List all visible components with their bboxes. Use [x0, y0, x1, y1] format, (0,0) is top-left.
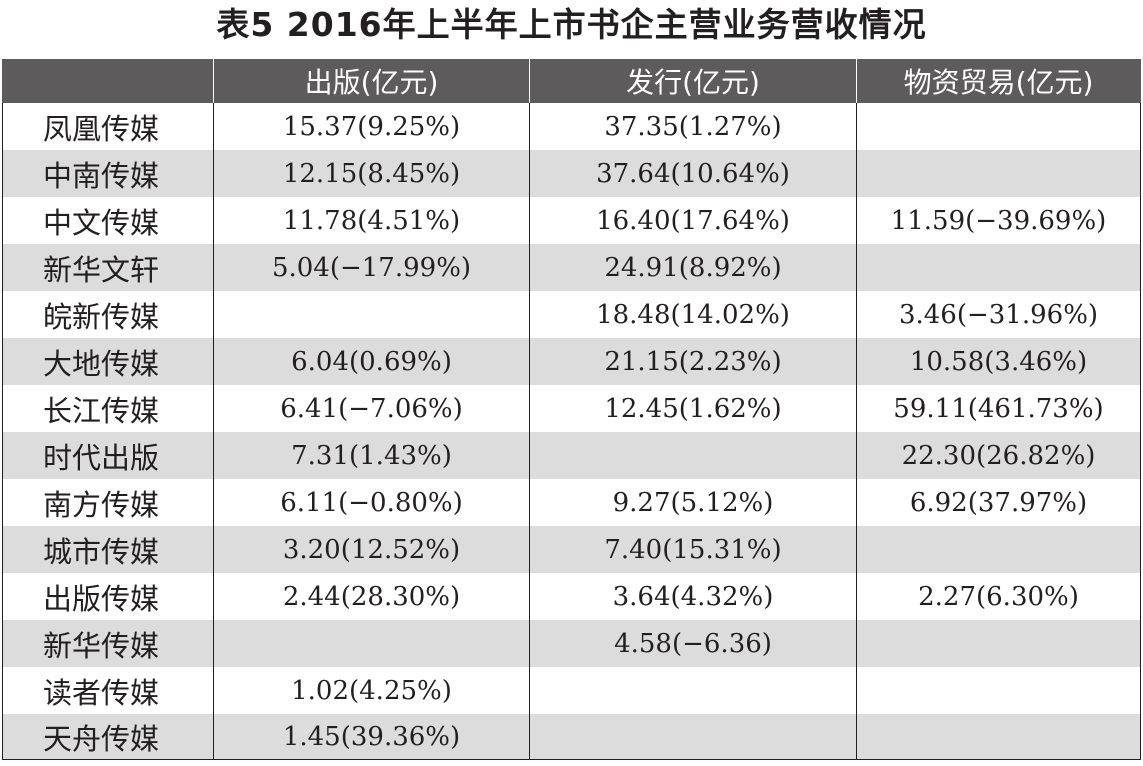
publishing-cell: 6.04(0.69%)	[213, 338, 530, 385]
company-name: 皖新传媒	[2, 291, 214, 338]
publishing-cell: 6.41(−7.06%)	[213, 385, 530, 432]
distribution-cell	[529, 432, 857, 479]
publishing-cell	[213, 291, 530, 338]
trade-cell: 59.11(461.73%)	[856, 385, 1141, 432]
trade-cell: 6.92(37.97%)	[856, 479, 1141, 526]
publishing-cell: 6.11(−0.80%)	[213, 479, 530, 526]
distribution-cell: 4.58(−6.36)	[529, 620, 857, 667]
distribution-cell	[529, 667, 857, 714]
distribution-cell: 12.45(1.62%)	[529, 385, 857, 432]
company-name: 出版传媒	[2, 573, 214, 620]
company-name: 城市传媒	[2, 526, 214, 573]
distribution-cell: 18.48(14.02%)	[529, 291, 857, 338]
header-publishing: 出版(亿元)	[213, 59, 530, 103]
company-name: 长江传媒	[2, 385, 214, 432]
table-row: 新华文轩 5.04(−17.99%) 24.91(8.92%)	[2, 244, 1141, 291]
header-row: 出版(亿元) 发行(亿元) 物资贸易(亿元)	[2, 59, 1141, 103]
publishing-cell: 7.31(1.43%)	[213, 432, 530, 479]
distribution-cell: 16.40(17.64%)	[529, 197, 857, 244]
table-row: 出版传媒 2.44(28.30%) 3.64(4.32%) 2.27(6.30%…	[2, 573, 1141, 620]
trade-cell	[856, 150, 1141, 197]
distribution-cell: 24.91(8.92%)	[529, 244, 857, 291]
trade-cell	[856, 667, 1141, 714]
distribution-cell: 7.40(15.31%)	[529, 526, 857, 573]
publishing-cell: 11.78(4.51%)	[213, 197, 530, 244]
company-name: 中南传媒	[2, 150, 214, 197]
publishing-cell: 5.04(−17.99%)	[213, 244, 530, 291]
table-row: 大地传媒 6.04(0.69%) 21.15(2.23%) 10.58(3.46…	[2, 338, 1141, 385]
header-company	[2, 59, 214, 103]
trade-cell: 22.30(26.82%)	[856, 432, 1141, 479]
trade-cell	[856, 620, 1141, 667]
company-name: 大地传媒	[2, 338, 214, 385]
company-name: 新华文轩	[2, 244, 214, 291]
distribution-cell: 3.64(4.32%)	[529, 573, 857, 620]
table-row: 天舟传媒 1.45(39.36%)	[2, 714, 1141, 760]
trade-cell: 3.46(−31.96%)	[856, 291, 1141, 338]
trade-cell	[856, 103, 1141, 150]
distribution-cell: 37.35(1.27%)	[529, 103, 857, 150]
publishing-cell	[213, 620, 530, 667]
revenue-table: 出版(亿元) 发行(亿元) 物资贸易(亿元) 凤凰传媒 15.37(9.25%)…	[2, 59, 1141, 760]
table-row: 中南传媒 12.15(8.45%) 37.64(10.64%)	[2, 150, 1141, 197]
distribution-cell: 37.64(10.64%)	[529, 150, 857, 197]
header-distribution: 发行(亿元)	[529, 59, 857, 103]
company-name: 中文传媒	[2, 197, 214, 244]
company-name: 天舟传媒	[2, 714, 214, 760]
company-name: 南方传媒	[2, 479, 214, 526]
table-row: 长江传媒 6.41(−7.06%) 12.45(1.62%) 59.11(461…	[2, 385, 1141, 432]
trade-cell	[856, 714, 1141, 760]
trade-cell: 2.27(6.30%)	[856, 573, 1141, 620]
publishing-cell: 12.15(8.45%)	[213, 150, 530, 197]
table-row: 读者传媒 1.02(4.25%)	[2, 667, 1141, 714]
company-name: 新华传媒	[2, 620, 214, 667]
trade-cell: 11.59(−39.69%)	[856, 197, 1141, 244]
company-name: 时代出版	[2, 432, 214, 479]
table-title: 表5 2016年上半年上市书企主营业务营收情况	[216, 5, 927, 44]
distribution-cell: 9.27(5.12%)	[529, 479, 857, 526]
distribution-cell: 21.15(2.23%)	[529, 338, 857, 385]
publishing-cell: 3.20(12.52%)	[213, 526, 530, 573]
table-row: 凤凰传媒 15.37(9.25%) 37.35(1.27%)	[2, 103, 1141, 150]
company-name: 凤凰传媒	[2, 103, 214, 150]
table-row: 新华传媒 4.58(−6.36)	[2, 620, 1141, 667]
distribution-cell	[529, 714, 857, 760]
trade-cell: 10.58(3.46%)	[856, 338, 1141, 385]
table-row: 时代出版 7.31(1.43%) 22.30(26.82%)	[2, 432, 1141, 479]
publishing-cell: 1.45(39.36%)	[213, 714, 530, 760]
table-row: 皖新传媒 18.48(14.02%) 3.46(−31.96%)	[2, 291, 1141, 338]
publishing-cell: 1.02(4.25%)	[213, 667, 530, 714]
publishing-cell: 2.44(28.30%)	[213, 573, 530, 620]
table-row: 南方传媒 6.11(−0.80%) 9.27(5.12%) 6.92(37.97…	[2, 479, 1141, 526]
table-row: 城市传媒 3.20(12.52%) 7.40(15.31%)	[2, 526, 1141, 573]
table-row: 中文传媒 11.78(4.51%) 16.40(17.64%) 11.59(−3…	[2, 197, 1141, 244]
company-name: 读者传媒	[2, 667, 214, 714]
header-trade: 物资贸易(亿元)	[856, 59, 1141, 103]
publishing-cell: 15.37(9.25%)	[213, 103, 530, 150]
trade-cell	[856, 244, 1141, 291]
trade-cell	[856, 526, 1141, 573]
